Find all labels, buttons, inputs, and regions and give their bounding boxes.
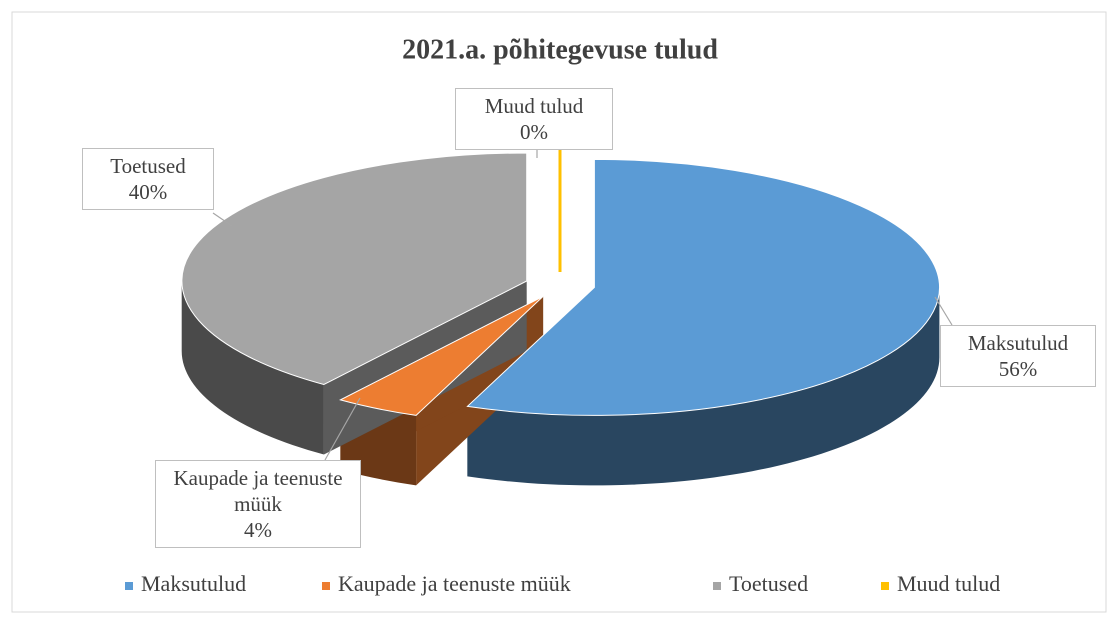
- data-label: Maksutulud 56%: [940, 325, 1096, 387]
- pie: [181, 144, 940, 486]
- data-label-value: 0%: [520, 120, 548, 144]
- data-label-name: Maksutulud: [967, 331, 1069, 355]
- slice: [339, 295, 544, 416]
- legend-marker: [322, 582, 330, 590]
- data-label-name: Muud tulud: [484, 94, 584, 118]
- leader-line: [212, 212, 233, 227]
- data-label: Kaupade ja teenuste müük 4%: [155, 460, 361, 548]
- legend: Maksutulud Kaupade ja teenuste müük Toetus…: [125, 571, 1000, 596]
- legend-label: Kaupade ja teenuste müük: [338, 571, 571, 596]
- data-label-value: 56%: [998, 357, 1038, 381]
- data-label-name: Toetused: [110, 154, 186, 178]
- slice: [181, 152, 528, 386]
- chart-title: 2021.a. põhitegevuse tulud: [402, 34, 718, 65]
- slice-side: [181, 281, 324, 455]
- legend-marker: [881, 582, 889, 590]
- slice: [466, 158, 940, 416]
- legend-marker: [713, 582, 721, 590]
- legend-label: Maksutulud: [141, 571, 246, 596]
- slice-side: [467, 287, 940, 486]
- data-label-value: 4%: [244, 518, 272, 542]
- leader-line: [324, 397, 361, 461]
- data-label: Muud tulud 0%: [455, 88, 613, 150]
- legend-label: Toetused: [729, 571, 808, 596]
- legend-label: Muud tulud: [897, 571, 1000, 596]
- data-label-value: 40%: [128, 180, 168, 204]
- data-label: Toetused 40%: [82, 148, 214, 210]
- leader-line: [934, 296, 953, 326]
- data-label-name: Kaupade ja teenuste müük: [173, 466, 343, 516]
- legend-marker: [125, 582, 133, 590]
